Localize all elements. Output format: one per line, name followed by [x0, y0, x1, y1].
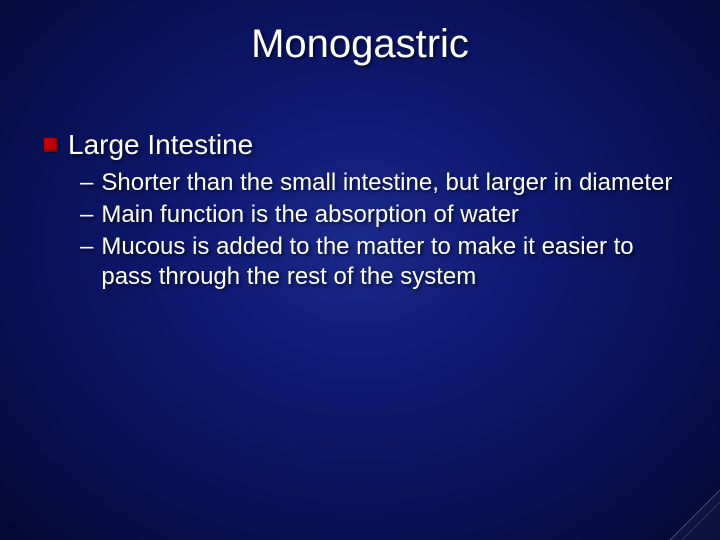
bullet-level2: – Mucous is added to the matter to make … [80, 232, 676, 292]
bullet-level2: – Main function is the absorption of wat… [80, 200, 676, 230]
bullet-level1: Large Intestine [44, 128, 676, 162]
square-bullet-icon [44, 138, 58, 152]
point-text: Mucous is added to the matter to make it… [101, 232, 676, 292]
slide: Monogastric Large Intestine – Shorter th… [0, 0, 720, 540]
slide-title: Monogastric [0, 22, 720, 67]
bullet-level2: – Shorter than the small intestine, but … [80, 168, 676, 198]
dash-icon: – [80, 168, 93, 198]
heading-text: Large Intestine [68, 128, 253, 162]
slide-content: Large Intestine – Shorter than the small… [44, 128, 676, 292]
page-curl-icon [660, 480, 720, 540]
point-text: Main function is the absorption of water [101, 200, 519, 230]
dash-icon: – [80, 232, 93, 262]
dash-icon: – [80, 200, 93, 230]
point-text: Shorter than the small intestine, but la… [101, 168, 672, 198]
